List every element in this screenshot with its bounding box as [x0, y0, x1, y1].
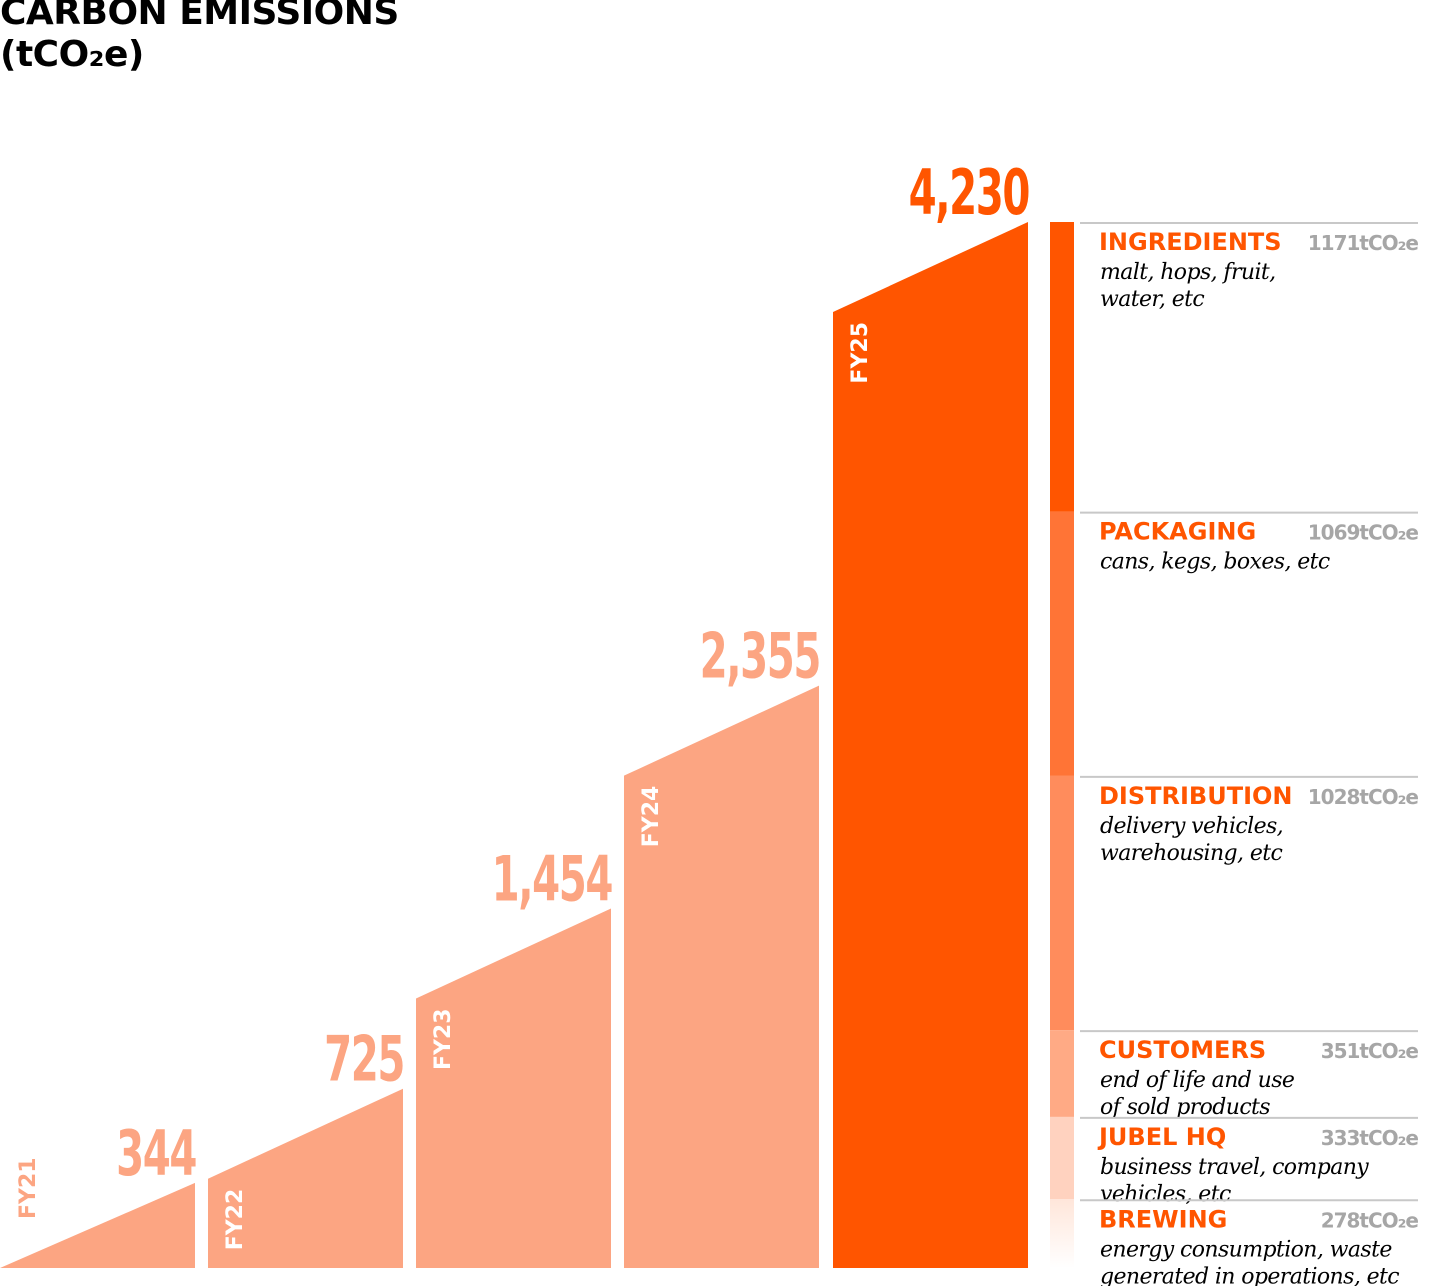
breakdown-value-brewing: 278tCO₂e: [1321, 1208, 1419, 1232]
breakdown-segment-customers: [1050, 1030, 1074, 1117]
breakdown-desc-distribution-2: warehousing, etc: [1100, 841, 1282, 866]
bar-group-fy24: 2,355 FY24: [624, 621, 821, 1268]
bar-group-fy22: 725 FY22: [208, 1024, 405, 1268]
breakdown-value-ingredients: 1171tCO₂e: [1308, 231, 1419, 255]
bar-fy25: [833, 222, 1028, 1268]
breakdown-name-jubel-hq: JUBEL HQ: [1097, 1123, 1226, 1151]
breakdown-segment-distribution: [1050, 775, 1074, 1031]
breakdown-segment-ingredients: [1050, 222, 1074, 512]
breakdown-jubel-hq: JUBEL HQ 333tCO₂e business travel, company…: [1050, 1116, 1419, 1207]
breakdown-desc-packaging-1: cans, kegs, boxes, etc: [1100, 550, 1330, 575]
value-label-fy22: 725: [324, 1024, 404, 1097]
breakdown-value-customers: 351tCO₂e: [1321, 1039, 1419, 1063]
breakdown-value-packaging: 1069tCO₂e: [1308, 521, 1419, 545]
breakdown-desc-customers-2: of sold products: [1100, 1095, 1270, 1120]
yearly-bars: 344 FY21 725 FY22 1,454 FY23 2,355 FY24 4,230 FY2…: [0, 157, 1031, 1268]
category-label-fy22: FY22: [223, 1189, 248, 1251]
breakdown-desc-jubel-hq-2: vehicles, etc: [1100, 1182, 1231, 1207]
bar-group-fy25: 4,230 FY25: [833, 157, 1031, 1268]
breakdown-desc-customers-1: end of life and use: [1100, 1068, 1295, 1093]
bar-fy24: [624, 685, 819, 1268]
value-label-fy21: 344: [116, 1118, 196, 1191]
category-label-fy24: FY24: [639, 786, 664, 848]
breakdown-segment-brewing: [1050, 1199, 1074, 1268]
breakdown-name-customers: CUSTOMERS: [1099, 1036, 1266, 1064]
bar-fy23: [416, 908, 611, 1268]
breakdown-name-distribution: DISTRIBUTION: [1099, 782, 1293, 810]
chart-subtitle: (tCO₂e): [0, 34, 144, 75]
breakdown-desc-brewing-1: energy consumption, waste: [1100, 1237, 1392, 1262]
breakdown-segment-packaging: [1050, 511, 1074, 776]
breakdown-name-packaging: PACKAGING: [1099, 518, 1256, 546]
breakdown-brewing: BREWING 278tCO₂e energy consumption, waste…: [1050, 1199, 1419, 1286]
chart-header: CARBON EMISSIONS (tCO₂e): [0, 0, 399, 76]
breakdown-value-distribution: 1028tCO₂e: [1308, 785, 1419, 809]
breakdown-desc-brewing-2: generated in operations, etc: [1100, 1264, 1399, 1286]
value-label-fy24: 2,355: [700, 621, 820, 694]
breakdown-name-brewing: BREWING: [1099, 1205, 1227, 1233]
breakdown-desc-jubel-hq-1: business travel, company: [1100, 1155, 1369, 1180]
category-label-fy25: FY25: [848, 322, 873, 384]
bar-group-fy23: 1,454 FY23: [416, 843, 614, 1268]
chart-title: CARBON EMISSIONS: [0, 0, 399, 33]
bar-fy21: [0, 1182, 195, 1268]
breakdown-desc-ingredients-1: malt, hops, fruit,: [1100, 260, 1276, 285]
breakdown-desc-distribution-1: delivery vehicles,: [1100, 814, 1283, 839]
breakdown-ingredients: INGREDIENTS 1171tCO₂e malt, hops, fruit,wa…: [1050, 222, 1419, 512]
category-label-fy21: FY21: [16, 1157, 41, 1219]
value-label-fy25: 4,230: [909, 157, 1029, 230]
breakdown-packaging: PACKAGING 1069tCO₂e cans, kegs, boxes, etc: [1050, 511, 1419, 776]
category-label-fy23: FY23: [431, 1008, 456, 1070]
bar-group-fy21: 344 FY21: [0, 1118, 198, 1268]
breakdown-value-jubel-hq: 333tCO₂e: [1321, 1126, 1419, 1150]
breakdown-distribution: DISTRIBUTION 1028tCO₂e delivery vehicles,w…: [1050, 775, 1419, 1031]
breakdown-name-ingredients: INGREDIENTS: [1099, 228, 1282, 256]
breakdown-desc-ingredients-2: water, etc: [1100, 287, 1204, 312]
bar-fy22: [208, 1088, 403, 1268]
value-label-fy23: 1,454: [492, 843, 612, 916]
breakdown-segment-jubel-hq: [1050, 1116, 1074, 1200]
